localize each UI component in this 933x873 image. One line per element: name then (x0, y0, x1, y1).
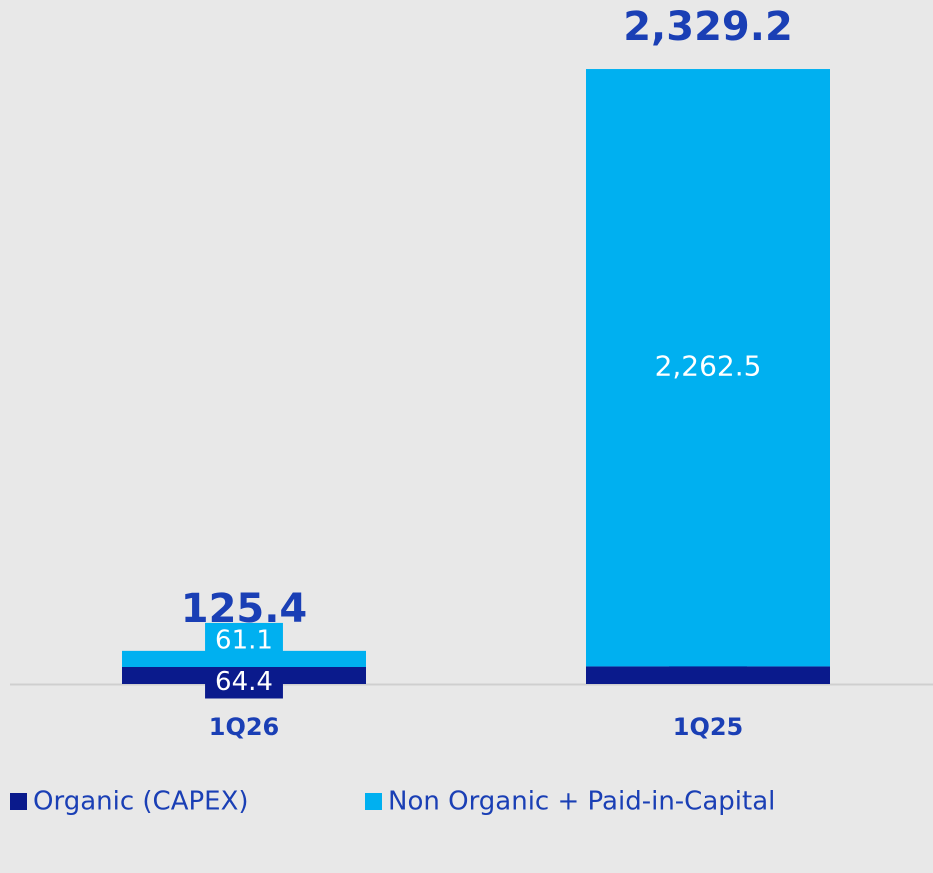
x-tick-label: 1Q26 (209, 713, 280, 741)
total-label: 2,329.2 (623, 4, 793, 50)
value-label-box (205, 622, 283, 657)
legend-label: Organic (CAPEX) (33, 787, 249, 817)
legend-label: Non Organic + Paid-in-Capital (388, 787, 775, 817)
legend-swatch (10, 793, 27, 810)
legend-swatch (365, 793, 382, 810)
bar-segment (122, 650, 366, 667)
value-label: 61.1 (215, 625, 273, 655)
x-tick-label: 1Q25 (673, 713, 744, 741)
value-label: 2,262.5 (655, 350, 762, 383)
bar-segment (586, 666, 830, 684)
value-label: 64.4 (215, 667, 273, 697)
bar-segment (586, 69, 830, 667)
total-label: 125.4 (181, 586, 308, 632)
value-label-box (205, 664, 283, 699)
